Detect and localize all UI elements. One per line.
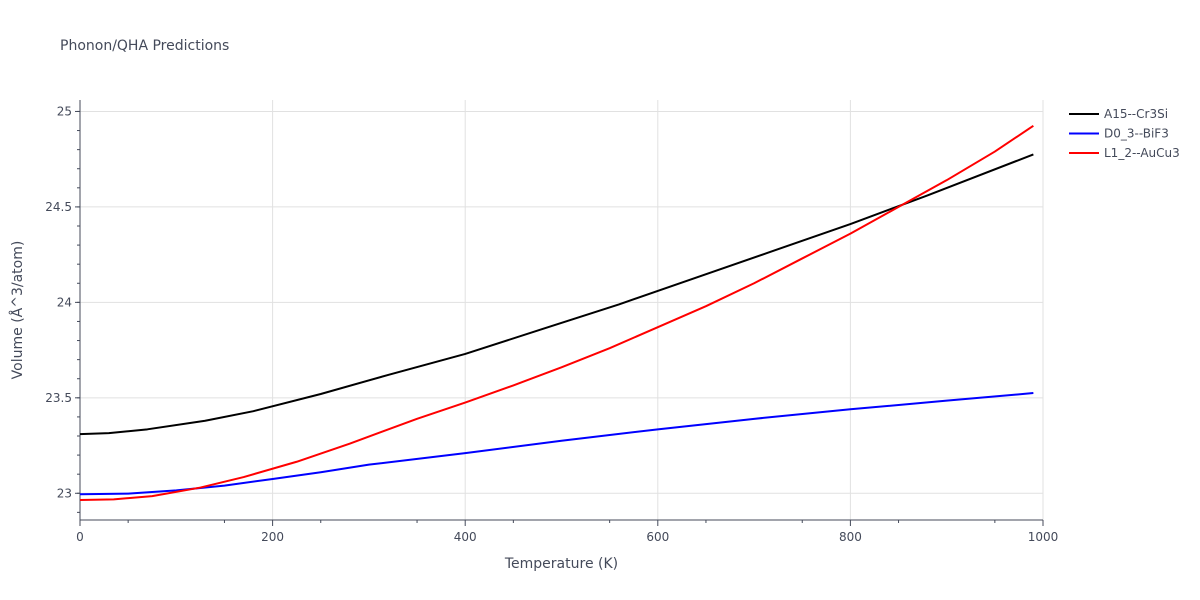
axes [79, 100, 1043, 521]
series-lines [79, 124, 1034, 501]
chart-title: Phonon/QHA Predictions [60, 38, 229, 54]
series-line-0 [79, 153, 1034, 436]
legend-item[interactable]: D0_3--BiF3 [1069, 127, 1169, 141]
x-tick-label: 600 [646, 530, 669, 544]
x-tick-label: 0 [76, 530, 84, 544]
legend-item[interactable]: A15--Cr3Si [1069, 107, 1168, 121]
y-tick-label: 24.5 [45, 200, 72, 214]
x-axis-title: Temperature (K) [504, 556, 618, 572]
legend-item[interactable]: L1_2--AuCu3 [1069, 146, 1180, 160]
x-tick-label: 1000 [1028, 530, 1059, 544]
x-tick-label: 800 [839, 530, 862, 544]
grid [80, 100, 1044, 520]
legend-label: A15--Cr3Si [1104, 107, 1168, 121]
legend: A15--Cr3Si D0_3--BiF3 L1_2--AuCu3 [1069, 107, 1180, 160]
x-tick-label: 200 [261, 530, 284, 544]
series-line-2 [79, 124, 1034, 501]
series-line-1 [79, 392, 1034, 496]
y-tick-label: 25 [57, 104, 72, 118]
y-tick-label: 23 [57, 486, 72, 500]
y-axis-title: Volume (Å^3/atom) [9, 241, 26, 380]
ticks: 0 200 400 600 800 1000 23 23.5 24 24.5 25 [45, 104, 1058, 544]
y-tick-label: 24 [57, 295, 72, 309]
legend-label: D0_3--BiF3 [1104, 127, 1169, 141]
y-tick-label: 23.5 [45, 391, 72, 405]
x-tick-label: 400 [454, 530, 477, 544]
legend-label: L1_2--AuCu3 [1104, 146, 1180, 160]
